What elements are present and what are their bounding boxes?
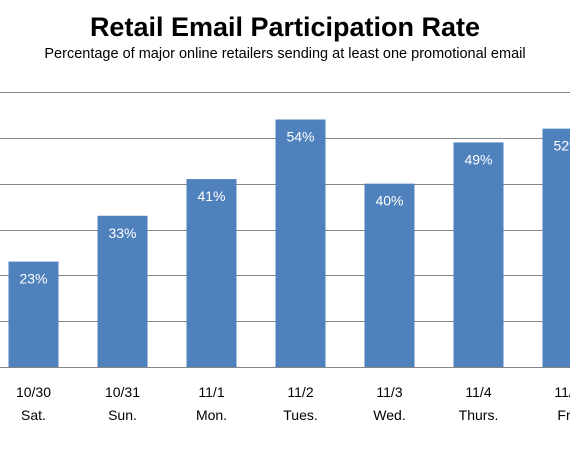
x-tick-label: Wed. bbox=[373, 407, 405, 423]
data-label: 49% bbox=[464, 151, 492, 167]
x-tick-label: Thurs. bbox=[459, 407, 499, 423]
bar bbox=[186, 179, 237, 367]
x-tick-label: 11/2 bbox=[287, 384, 313, 400]
data-label: 23% bbox=[19, 271, 47, 287]
bar bbox=[275, 119, 326, 367]
x-tick-label: Sun. bbox=[108, 407, 137, 423]
bar bbox=[364, 183, 415, 367]
x-tick-label: 10/30 bbox=[16, 384, 51, 400]
bar bbox=[453, 142, 504, 367]
data-label: 54% bbox=[286, 129, 314, 145]
data-label: 41% bbox=[197, 188, 225, 204]
x-tick-label: 11/5 bbox=[554, 384, 570, 400]
x-tick-label: Mon. bbox=[196, 407, 227, 423]
data-label: 33% bbox=[108, 225, 136, 241]
x-tick-label: Fri. bbox=[557, 407, 570, 423]
data-label: 40% bbox=[375, 193, 403, 209]
x-tick-label: Sat. bbox=[21, 407, 46, 423]
data-label: 52% bbox=[553, 138, 570, 154]
chart-title: Retail Email Participation Rate bbox=[89, 12, 481, 42]
x-tick-label: 11/4 bbox=[465, 384, 491, 400]
x-tick-label: 11/3 bbox=[376, 384, 402, 400]
bar bbox=[8, 261, 59, 367]
chart-subtitle: Percentage of major online retailers sen… bbox=[44, 46, 526, 62]
bar bbox=[542, 128, 570, 367]
bar bbox=[97, 215, 148, 367]
x-tick-label: 11/1 bbox=[198, 384, 224, 400]
x-tick-label: 10/31 bbox=[105, 384, 140, 400]
x-tick-label: Tues. bbox=[283, 407, 318, 423]
